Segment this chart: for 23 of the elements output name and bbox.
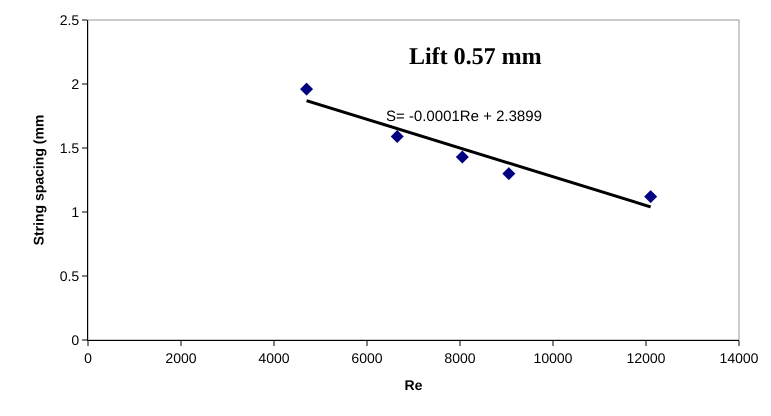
annotation: S= -0.0001Re + 2.3899 bbox=[386, 108, 542, 125]
x-tick-label: 6000 bbox=[351, 350, 383, 366]
x-tick-label: 2000 bbox=[165, 350, 197, 366]
point bbox=[456, 150, 469, 164]
y-tick-label: 1 bbox=[71, 204, 80, 220]
x-tick-label: 8000 bbox=[444, 350, 476, 366]
y-tick-label: 0.5 bbox=[60, 268, 80, 284]
point bbox=[390, 130, 404, 143]
x-tick-label: 0 bbox=[84, 350, 92, 366]
y-tick-label: 2.5 bbox=[60, 12, 80, 28]
y-tick-label: 0 bbox=[71, 332, 80, 348]
x-tick-label: 12000 bbox=[626, 350, 666, 366]
text: Lift 0.57 mm bbox=[409, 44, 542, 70]
y-tick-label: 2 bbox=[71, 76, 80, 92]
y-axis-title: String spacing (mm bbox=[30, 114, 46, 246]
x-tick-label: 10000 bbox=[534, 350, 573, 366]
y-tick-label: 1.5 bbox=[60, 140, 80, 156]
point bbox=[300, 82, 314, 96]
x-axis-title: Re bbox=[404, 377, 423, 394]
point bbox=[644, 190, 658, 204]
point bbox=[502, 167, 516, 180]
x-tick-label: 4000 bbox=[258, 350, 290, 366]
x-tick-label: 14000 bbox=[720, 350, 759, 366]
